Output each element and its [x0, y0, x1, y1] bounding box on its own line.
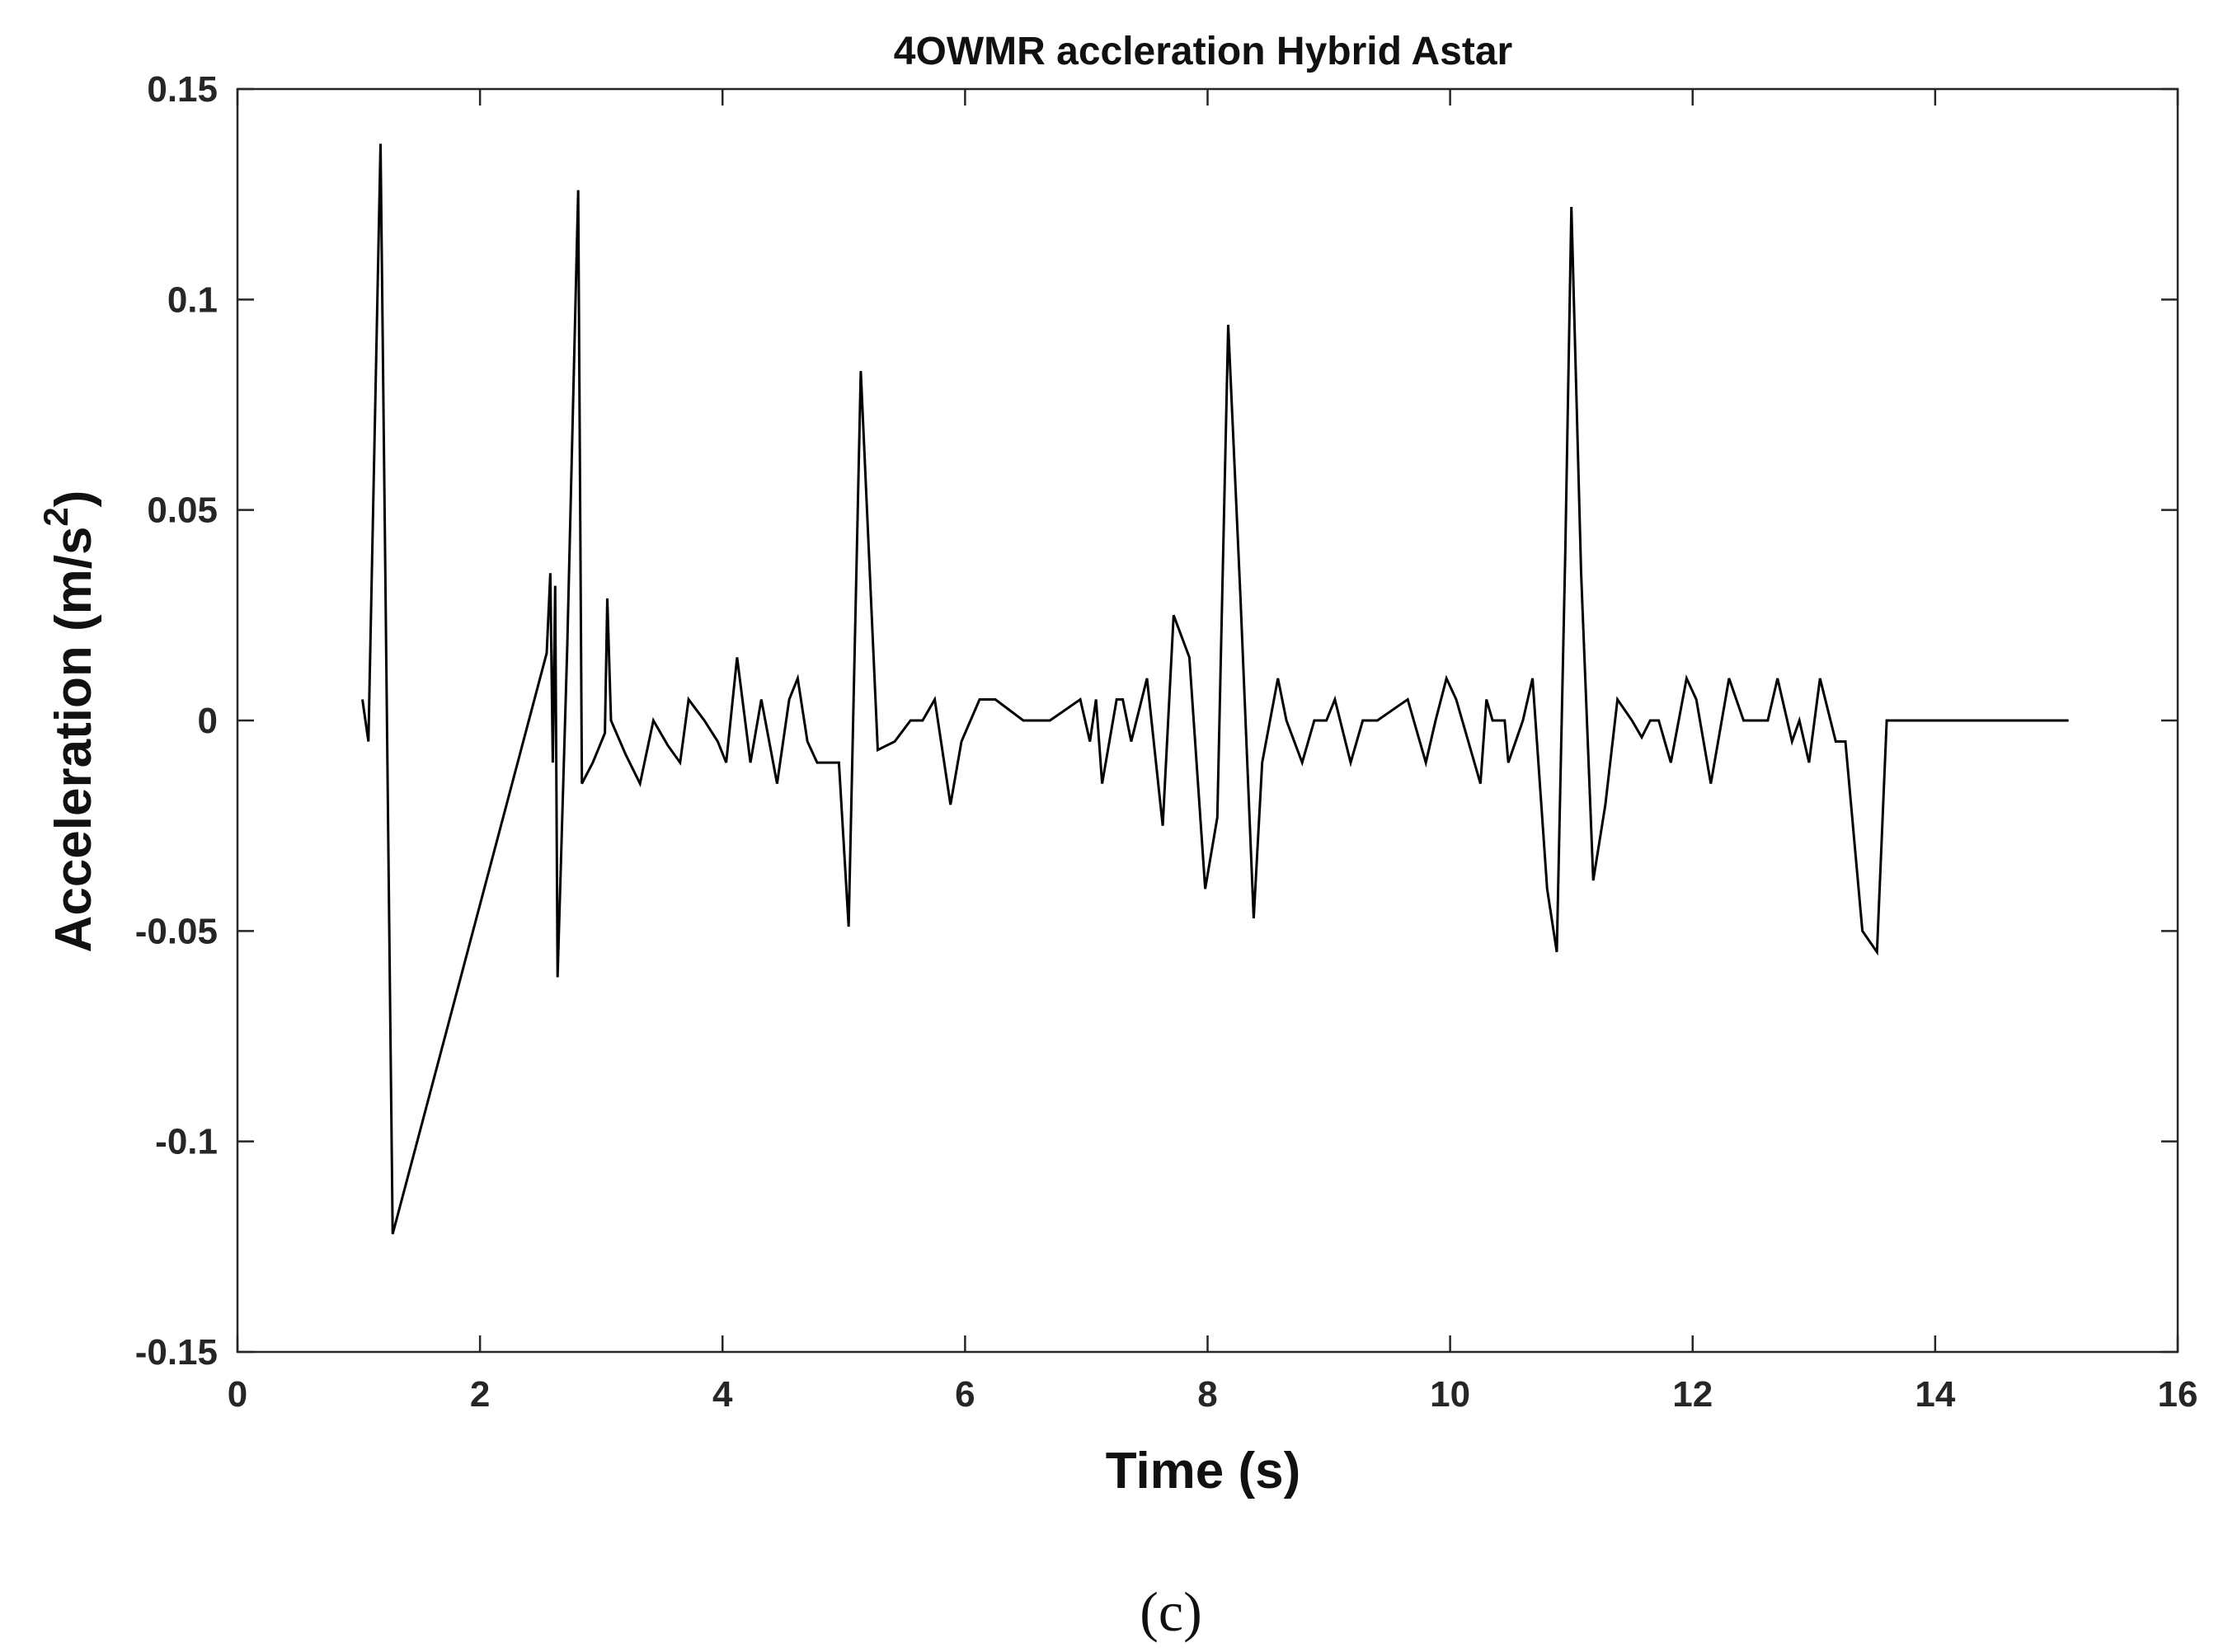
x-tick-label: 0	[228, 1374, 247, 1415]
x-tick-label: 12	[1672, 1374, 1713, 1415]
acceleration-series-line	[361, 143, 2069, 1235]
y-tick-label: 0.15	[147, 69, 218, 110]
y-tick-label: -0.15	[135, 1332, 218, 1373]
x-axis-label: Time (s)	[1106, 1443, 1301, 1499]
x-tick-label: 4	[712, 1374, 733, 1415]
y-tick-label: 0.05	[147, 490, 218, 531]
x-tick-label: 10	[1430, 1374, 1470, 1415]
y-axis-label: Acceleration (m/s2)	[36, 490, 102, 953]
y-tick-label: 0.1	[167, 279, 218, 320]
figure-caption: (c)	[1140, 1580, 1201, 1643]
y-axis-label-superscript: 2	[36, 507, 75, 526]
y-tick-label: 0	[198, 701, 218, 741]
x-tick-label: 8	[1197, 1374, 1217, 1415]
x-tick-label: 6	[955, 1374, 975, 1415]
plot-area	[236, 87, 2179, 1354]
chart-title: 4OWMR accleration Hybrid Astar	[894, 30, 1512, 73]
y-tick-label: -0.1	[155, 1122, 218, 1162]
y-axis-label-main: Acceleration (m/s	[45, 527, 102, 953]
y-tick-label: -0.05	[135, 911, 218, 951]
x-tick-label: 2	[470, 1374, 490, 1415]
y-axis-label-suffix: )	[45, 490, 102, 508]
series-layer	[361, 143, 2069, 1235]
tick-layer: 0 2 4 6 8 10 12 14 16 -0.15 -0.1 -0.05 0 0.05 0.1 0.15	[135, 69, 2198, 1415]
x-tick-label: 14	[1915, 1374, 1955, 1415]
plot-box	[236, 87, 2179, 1354]
x-tick-label: 16	[2158, 1374, 2198, 1415]
